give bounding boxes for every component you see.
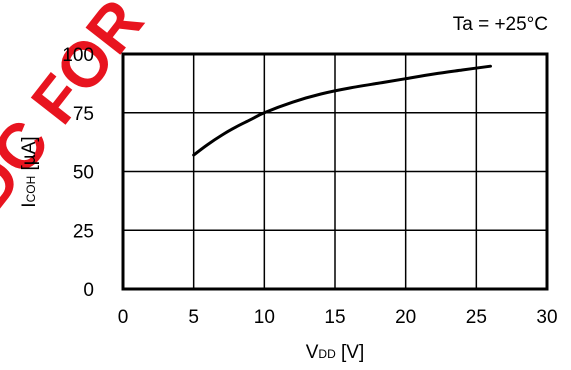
plot-frame bbox=[121, 52, 549, 291]
x-tick-label: 15 bbox=[324, 307, 345, 328]
x-tick-label: 0 bbox=[118, 307, 129, 328]
y-tick-label: 50 bbox=[73, 163, 94, 184]
x-axis-title: VDD [V] bbox=[306, 342, 365, 363]
series-line bbox=[192, 64, 492, 157]
y-tick-label: 75 bbox=[73, 104, 94, 125]
x-tick-label: 20 bbox=[395, 307, 416, 328]
y-tick-label: 100 bbox=[62, 45, 94, 66]
x-tick-label: 25 bbox=[466, 307, 487, 328]
grid bbox=[122, 53, 548, 290]
annotation-label: Ta = +25°C bbox=[453, 14, 548, 35]
y-tick-label: 0 bbox=[83, 280, 94, 301]
y-axis-title: ICOH [µA] bbox=[19, 136, 40, 207]
y-tick-label: 25 bbox=[73, 221, 94, 242]
x-tick-label: 10 bbox=[254, 307, 275, 328]
x-tick-label: 5 bbox=[188, 307, 199, 328]
x-tick-label: 30 bbox=[536, 307, 557, 328]
tick-labels: 0 5 10 15 20 25 30 0 25 50 75 100 bbox=[62, 45, 557, 328]
series-layer bbox=[192, 64, 492, 157]
